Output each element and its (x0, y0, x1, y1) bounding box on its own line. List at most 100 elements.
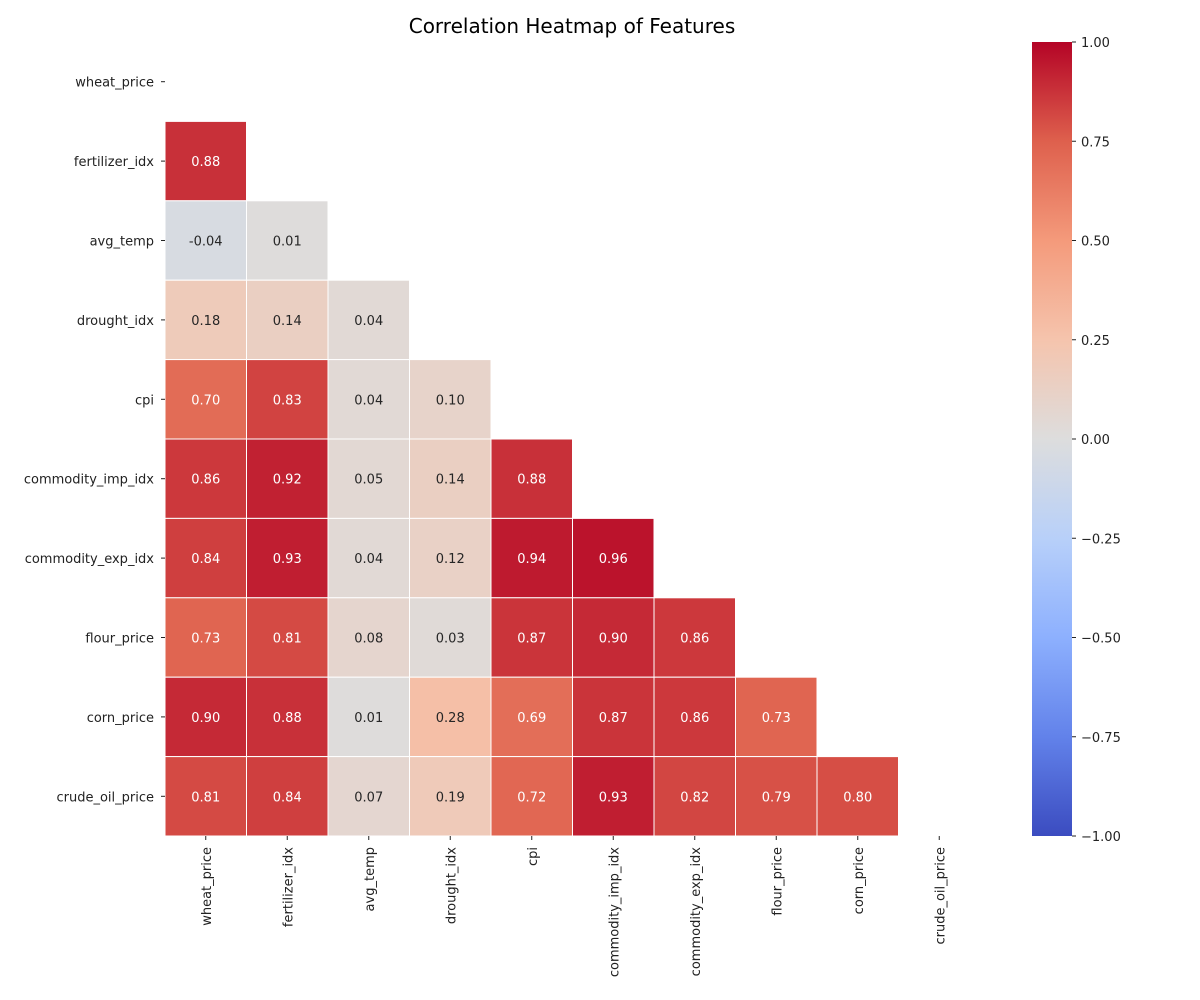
heatmap-cell (409, 517, 492, 599)
heatmap-cell (572, 756, 655, 837)
heatmap-cell-value: 0.87 (599, 711, 628, 726)
x-axis-ticks: wheat_price fertilizer_idx avg_temp drought… (200, 836, 948, 977)
x-tick-label: commodity_exp_idx (689, 847, 704, 977)
heatmap-cell (246, 359, 329, 440)
colorbar-tick-label: −0.50 (1081, 632, 1121, 647)
heatmap-cell (735, 676, 818, 758)
y-tick-label: crude_oil_price (56, 790, 154, 805)
colorbar-tick-label: 0.75 (1081, 135, 1110, 150)
heatmap-cell-value: 0.83 (273, 393, 302, 408)
heatmap-cell (653, 756, 736, 837)
colorbar-tick-label: 0.00 (1081, 433, 1110, 448)
heatmap-cell-value: 0.84 (273, 790, 302, 805)
heatmap-cell-value: 0.01 (354, 711, 383, 726)
colorbar-tick-label: −0.75 (1081, 731, 1121, 746)
heatmap-cell-value: 0.69 (517, 711, 546, 726)
heatmap-cell-value: 0.14 (273, 314, 302, 329)
heatmap-cell (164, 756, 247, 837)
heatmap-cell-value: 0.03 (436, 632, 465, 647)
heatmap-cell-value: 0.90 (191, 711, 220, 726)
y-tick-label: flour_price (85, 632, 154, 647)
heatmap-cells (164, 120, 899, 837)
heatmap-cell-value: 0.90 (599, 632, 628, 647)
x-tick-label: wheat_price (200, 847, 215, 926)
y-tick-label: fertilizer_idx (74, 155, 154, 170)
heatmap-cell-value: 0.93 (599, 790, 628, 805)
colorbar-tick-label: 1.00 (1081, 36, 1110, 51)
x-tick-label: commodity_imp_idx (607, 847, 622, 977)
heatmap-cell (816, 756, 899, 837)
heatmap-cell-value: 0.05 (354, 473, 383, 488)
heatmap-cell-labels: 0.88 -0.04 0.01 0.18 0.14 0.04 0.70 0.83 0.04 0.1… (189, 155, 872, 805)
x-tick-label: flour_price (770, 847, 785, 916)
heatmap-cell (572, 597, 655, 678)
heatmap-cell (246, 200, 329, 281)
y-tick-label: cpi (135, 393, 154, 408)
heatmap-cell-value: 0.88 (517, 473, 546, 488)
heatmap-cell-value: 0.73 (191, 632, 220, 647)
x-tick-label: cpi (526, 847, 541, 866)
heatmap-cell-value: 0.92 (273, 473, 302, 488)
heatmap-cell-value: 0.01 (273, 235, 302, 250)
heatmap-cell-value: 0.88 (273, 711, 302, 726)
heatmap-cell-value: 0.04 (354, 393, 383, 408)
heatmap-cell-value: 0.70 (191, 393, 220, 408)
heatmap-cell-value: 0.73 (762, 711, 791, 726)
x-tick-label: crude_oil_price (933, 847, 948, 945)
heatmap-cell-value: 0.96 (599, 552, 628, 567)
heatmap-cell-value: 0.12 (436, 552, 465, 567)
heatmap-cell (327, 517, 410, 599)
heatmap-cell-value: 0.86 (680, 632, 709, 647)
heatmap-cell-value: 0.87 (517, 632, 546, 647)
heatmap-cell-value: 0.07 (354, 790, 383, 805)
colorbar-tick-label: −1.00 (1081, 830, 1121, 845)
heatmap-cell (327, 438, 410, 519)
colorbar: 1.00 0.75 0.50 0.25 0.00 −0.25 −0.50 −0.75 −1.00 (1032, 36, 1121, 845)
colorbar-gradient (1032, 42, 1072, 836)
y-tick-label: corn_price (87, 711, 154, 726)
heatmap-cell (164, 279, 247, 361)
heatmap-cell-value: 0.84 (191, 552, 220, 567)
colorbar-tick-label: −0.25 (1081, 532, 1121, 547)
x-tick-label: corn_price (852, 847, 867, 914)
heatmap-cell (246, 517, 329, 599)
colorbar-tick-label: 0.50 (1081, 235, 1110, 250)
heatmap-cell-value: 0.88 (191, 155, 220, 170)
heatmap-cell (246, 438, 329, 519)
heatmap-cell (327, 676, 410, 758)
y-tick-label: commodity_exp_idx (25, 552, 155, 567)
heatmap-cell (490, 438, 573, 519)
y-tick-label: commodity_imp_idx (24, 473, 154, 488)
heatmap-cell-value: 0.82 (680, 790, 709, 805)
heatmap-cell (164, 200, 247, 281)
heatmap-cell (409, 359, 492, 440)
heatmap-cell-value: 0.80 (843, 790, 872, 805)
heatmap-cell (409, 438, 492, 519)
heatmap-cell-value: 0.14 (436, 473, 465, 488)
heatmap-cell (246, 597, 329, 678)
heatmap-cell-value: 0.19 (436, 790, 465, 805)
heatmap-cell-value: 0.18 (191, 314, 220, 329)
heatmap-cell-value: 0.10 (436, 393, 465, 408)
heatmap-cell-value: 0.28 (436, 711, 465, 726)
heatmap-cell (409, 756, 492, 837)
heatmap-cell-value: 0.72 (517, 790, 546, 805)
heatmap-cell-value: 0.79 (762, 790, 791, 805)
chart-title: Correlation Heatmap of Features (409, 14, 736, 38)
heatmap-cell (490, 517, 573, 599)
x-tick-label: avg_temp (363, 847, 378, 911)
heatmap-cell-value: -0.04 (189, 235, 223, 250)
heatmap-cell (653, 676, 736, 758)
heatmap-cell (164, 597, 247, 678)
heatmap-cell-value: 0.86 (680, 711, 709, 726)
x-tick-label: fertilizer_idx (281, 847, 296, 927)
colorbar-tick-label: 0.25 (1081, 334, 1110, 349)
heatmap-cell-value: 0.94 (517, 552, 546, 567)
y-axis-ticks: wheat_price fertilizer_idx avg_tempdrought… (24, 76, 165, 805)
y-tick-label: drought_idx (77, 314, 154, 329)
heatmap-cell (164, 120, 247, 202)
heatmap-cell (409, 597, 492, 678)
heatmap-cell (246, 756, 329, 837)
heatmap-cell-value: 0.08 (354, 632, 383, 647)
